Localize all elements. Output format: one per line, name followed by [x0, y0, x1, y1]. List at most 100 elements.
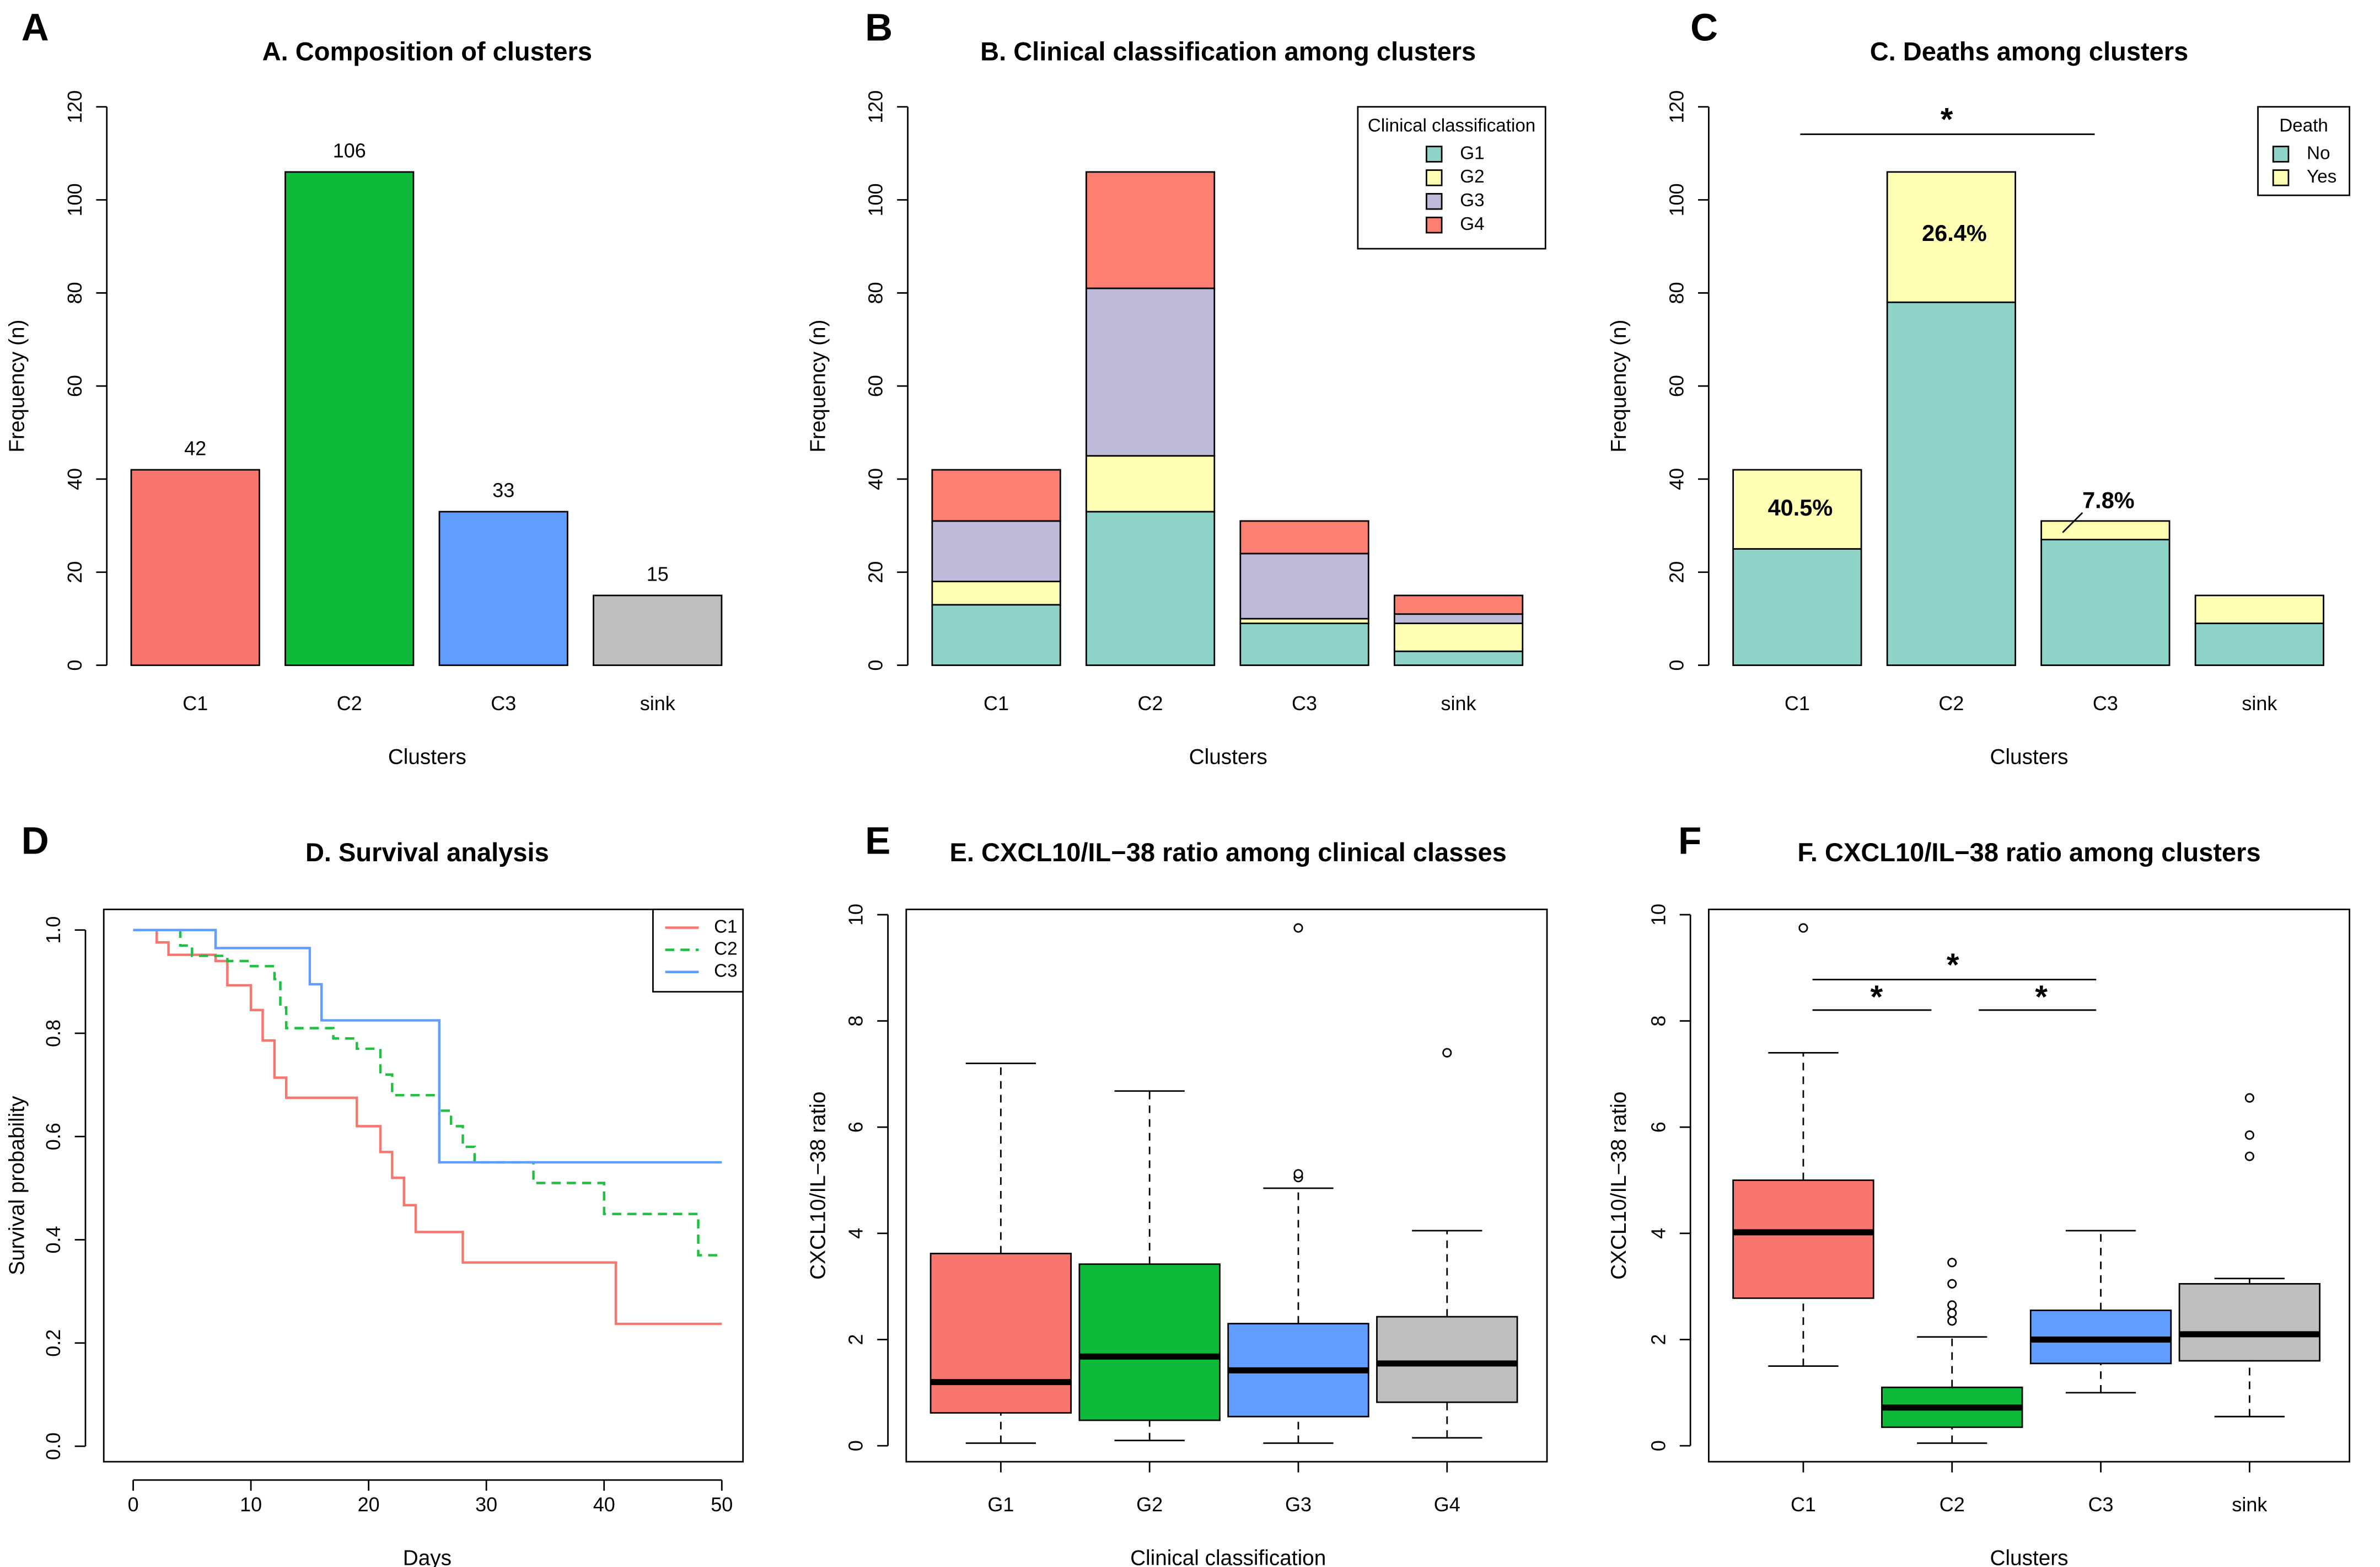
- y-tick-label: 0.4: [42, 1226, 65, 1253]
- bar-segment: [931, 469, 1061, 522]
- y-tick-label: 2: [1647, 1334, 1669, 1345]
- survival-curve: [133, 929, 722, 1164]
- annotation-line: [2062, 512, 2083, 533]
- x-tick-label: 20: [358, 1493, 380, 1516]
- percent-label: 7.8%: [2082, 487, 2135, 513]
- y-tick-label: 8: [845, 1016, 867, 1027]
- y-tick-label: 2: [845, 1334, 867, 1345]
- y-tick-label: 120: [864, 90, 887, 124]
- x-tick-label: C2: [1138, 692, 1163, 715]
- y-tick-label: 120: [63, 90, 86, 124]
- plot-frame: [103, 908, 744, 1463]
- x-tick-label: sink: [2232, 1493, 2268, 1516]
- y-tick-label: 0.2: [42, 1329, 65, 1357]
- chart-title: A. Composition of clusters: [262, 36, 592, 66]
- box: [1376, 1316, 1518, 1403]
- legend-label: G4: [1460, 214, 1484, 234]
- bar: [438, 511, 568, 666]
- bar-segment: [2040, 539, 2171, 666]
- outlier: [2244, 1093, 2254, 1103]
- y-tick-label: 40: [864, 468, 887, 490]
- bar-segment: [1732, 469, 1862, 550]
- bar-segment: [1239, 622, 1369, 666]
- x-tick-label: sink: [1441, 692, 1477, 715]
- legend-swatch: [1426, 193, 1443, 210]
- box: [2178, 1282, 2321, 1362]
- y-tick-label: 60: [63, 375, 86, 397]
- x-tick-label: 30: [475, 1493, 497, 1516]
- outlier: [1947, 1279, 1957, 1289]
- y-tick-label: 4: [1647, 1228, 1669, 1239]
- y-tick-label: 20: [63, 561, 86, 583]
- significance-star: *: [1941, 102, 1953, 138]
- box: [930, 1253, 1072, 1414]
- legend-title: Clinical classification: [1368, 115, 1535, 136]
- y-tick-label: 20: [1666, 561, 1688, 583]
- x-tick-label: C2: [1940, 1493, 1965, 1516]
- bar-segment: [931, 604, 1061, 666]
- bar-segment: [1085, 511, 1216, 666]
- chart-title: F. CXCL10/IL−38 ratio among clusters: [1797, 838, 2260, 867]
- y-tick-label: 6: [1647, 1121, 1669, 1133]
- percent-label: 26.4%: [1922, 220, 1987, 246]
- y-tick-label: 0.8: [42, 1019, 65, 1047]
- chart-title: D. Survival analysis: [305, 838, 549, 867]
- legend-title: Death: [2279, 115, 2328, 136]
- data-label: 42: [184, 437, 206, 460]
- outlier: [1947, 1300, 1957, 1310]
- chart-title: E. CXCL10/IL−38 ratio among clinical cla…: [950, 838, 1507, 867]
- y-tick-label: 80: [864, 282, 887, 304]
- bar-segment: [1085, 455, 1216, 513]
- panel-letter: A: [22, 6, 49, 49]
- outlier: [1798, 923, 1808, 933]
- y-axis-label: Survival probability: [5, 1096, 29, 1275]
- legend-label: C2: [714, 938, 737, 959]
- bar: [130, 469, 260, 666]
- x-tick-label: C3: [2088, 1493, 2114, 1516]
- bar-segment: [1732, 548, 1862, 666]
- y-tick-label: 40: [63, 468, 86, 490]
- x-axis-label: Clinical classification: [1130, 1546, 1326, 1567]
- percent-label: 40.5%: [1768, 495, 1833, 520]
- y-tick-label: 4: [845, 1228, 867, 1239]
- y-axis-label: Frequency (n): [1607, 320, 1631, 453]
- y-axis-label: Frequency (n): [806, 320, 830, 453]
- x-tick-label: G1: [987, 1493, 1014, 1516]
- y-tick-label: 10: [1647, 904, 1669, 926]
- legend-box: [1357, 106, 1546, 250]
- legend-swatch: [1426, 169, 1443, 186]
- legend-swatch: [1426, 146, 1443, 163]
- x-tick-label: C1: [984, 692, 1009, 715]
- y-tick-label: 60: [864, 375, 887, 397]
- y-tick-label: 6: [845, 1121, 867, 1133]
- x-tick-label: C3: [1292, 692, 1317, 715]
- plot-frame: [1707, 908, 2351, 1463]
- y-tick-label: 80: [1666, 282, 1688, 304]
- y-tick-label: 0: [63, 660, 86, 671]
- x-tick-label: sink: [640, 692, 676, 715]
- x-tick-label: G2: [1136, 1493, 1163, 1516]
- y-tick-label: 8: [1647, 1016, 1669, 1027]
- panel-letter: D: [22, 819, 49, 862]
- y-tick-label: 20: [864, 561, 887, 583]
- y-axis-label: Frequency (n): [5, 320, 29, 453]
- data-label: 33: [492, 479, 514, 502]
- x-tick-label: 50: [711, 1493, 733, 1516]
- x-axis-label: Clusters: [1990, 745, 2068, 769]
- bar-segment: [2040, 520, 2171, 541]
- x-tick-label: C3: [491, 692, 516, 715]
- outlier: [1293, 1169, 1303, 1179]
- bar-segment: [1393, 594, 1524, 615]
- y-tick-label: 120: [1666, 90, 1688, 124]
- bar-segment: [2194, 594, 2324, 624]
- x-tick-label: C1: [1791, 1493, 1816, 1516]
- y-tick-label: 100: [63, 184, 86, 217]
- y-tick-label: 1.0: [42, 916, 65, 944]
- y-tick-label: 0: [1647, 1440, 1669, 1451]
- x-tick-label: C2: [1938, 692, 1964, 715]
- x-tick-label: 10: [240, 1493, 262, 1516]
- panel-letter: E: [865, 819, 890, 862]
- x-tick-label: 40: [593, 1493, 615, 1516]
